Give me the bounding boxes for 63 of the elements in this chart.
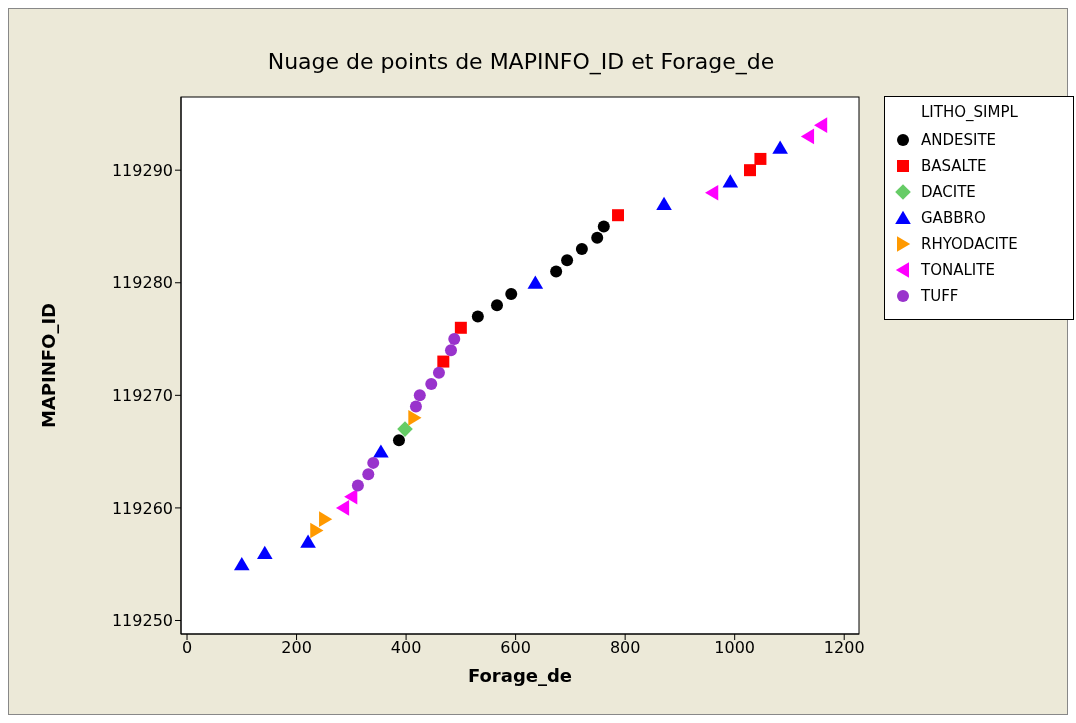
point	[800, 128, 815, 145]
point	[256, 545, 273, 559]
point	[335, 500, 350, 516]
point	[454, 321, 467, 334]
point	[392, 434, 405, 447]
point	[432, 366, 445, 379]
legend-label: TONALITE	[921, 261, 995, 279]
point	[373, 444, 389, 458]
point	[575, 242, 588, 255]
x-axis-title: Forage_de	[467, 665, 573, 686]
point	[425, 378, 438, 391]
point	[656, 196, 672, 210]
point	[505, 288, 518, 301]
point	[561, 254, 574, 267]
point	[362, 468, 375, 481]
point	[344, 488, 358, 505]
x-tick-label: 200	[281, 638, 312, 658]
point	[772, 140, 788, 154]
legend-label: ANDESITE	[921, 131, 997, 149]
point	[744, 164, 757, 177]
point	[409, 400, 422, 413]
point	[300, 534, 316, 548]
legend-label: TUFF	[921, 287, 959, 305]
point	[550, 265, 563, 278]
point	[754, 152, 767, 165]
point	[367, 456, 380, 469]
y-tick-label: 119260	[111, 498, 173, 518]
legend-label: GABBRO	[921, 209, 986, 227]
chart-title: Nuage de points de MAPINFO_ID et Forage_de	[266, 49, 776, 74]
legend-title: LITHO_SIMPL	[920, 103, 1019, 121]
y-axis-title: MAPINFO_ID	[38, 302, 60, 429]
y-tick-label: 119290	[111, 160, 173, 180]
x-tick-label: 1000	[714, 638, 756, 658]
point	[233, 557, 250, 571]
x-tick-label: 800	[609, 638, 641, 658]
point	[722, 174, 739, 188]
point	[471, 310, 484, 323]
point	[705, 184, 719, 201]
point	[437, 355, 450, 368]
x-tick-label: 1200	[823, 638, 865, 658]
point	[319, 511, 333, 527]
y-tick-label: 119280	[111, 273, 173, 293]
y-tick-label: 119270	[111, 386, 173, 406]
point	[351, 479, 364, 492]
y-tick-label: 119250	[111, 611, 173, 631]
point	[310, 522, 324, 539]
point	[397, 421, 413, 437]
point	[591, 231, 604, 244]
x-tick-label: 0	[181, 638, 193, 658]
point	[814, 117, 828, 133]
point	[448, 333, 461, 346]
legend-label: BASALTE	[921, 157, 987, 175]
legend-label: DACITE	[921, 183, 976, 201]
legend-label: RHYODACITE	[921, 235, 1018, 253]
point	[491, 299, 503, 312]
point	[527, 275, 544, 289]
x-tick-label: 400	[390, 638, 422, 658]
x-tick-label: 600	[500, 638, 531, 658]
point	[445, 344, 457, 357]
point	[597, 220, 610, 233]
point	[413, 389, 426, 402]
point	[408, 410, 422, 426]
point	[612, 209, 625, 222]
